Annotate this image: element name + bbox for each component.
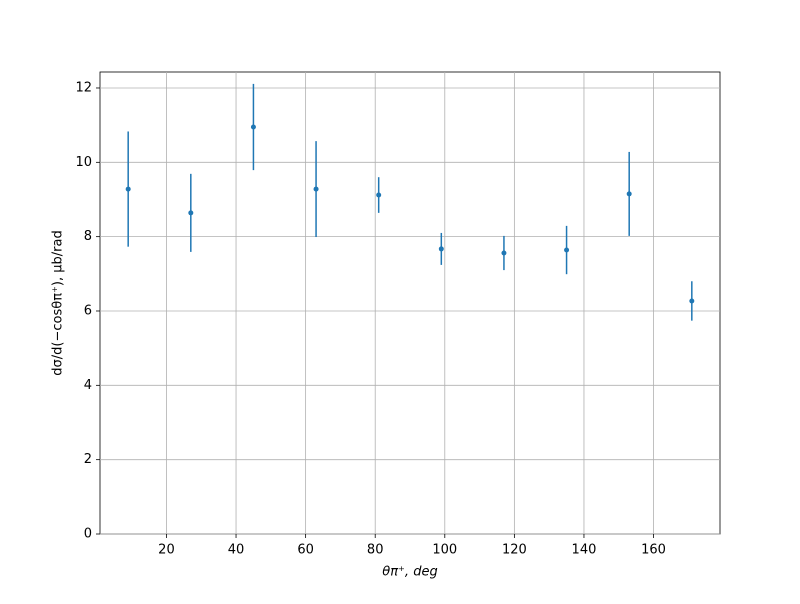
data-point [250, 124, 256, 130]
data-point [564, 247, 570, 253]
x-tick-label: 160 [641, 543, 666, 558]
x-axis-label: θπ⁺, deg [382, 565, 437, 580]
data-point [313, 186, 319, 192]
y-tick-label: 4 [84, 378, 92, 393]
y-tick-label: 2 [84, 452, 92, 467]
data-point [689, 298, 695, 304]
x-tick-label: 100 [432, 543, 457, 558]
y-tick-label: 8 [84, 229, 92, 244]
data-point [501, 250, 507, 256]
data-point [626, 191, 632, 197]
x-tick-label: 120 [502, 543, 527, 558]
data-point [188, 210, 194, 216]
x-tick-label: 80 [367, 543, 384, 558]
x-tick-label: 60 [297, 543, 314, 558]
data-point [125, 186, 131, 192]
y-tick-label: 6 [84, 303, 92, 318]
y-tick-label: 12 [75, 80, 92, 95]
y-tick-label: 0 [84, 527, 92, 542]
y-axis-label: dσ/d(−cosθπ⁺), μb/rad [51, 230, 66, 375]
x-tick-label: 140 [572, 543, 597, 558]
data-point [376, 192, 382, 198]
y-tick-label: 10 [75, 155, 92, 170]
x-tick-label: 20 [158, 543, 175, 558]
x-tick-label: 40 [228, 543, 245, 558]
data-point [438, 246, 444, 252]
plot-frame [99, 71, 721, 535]
